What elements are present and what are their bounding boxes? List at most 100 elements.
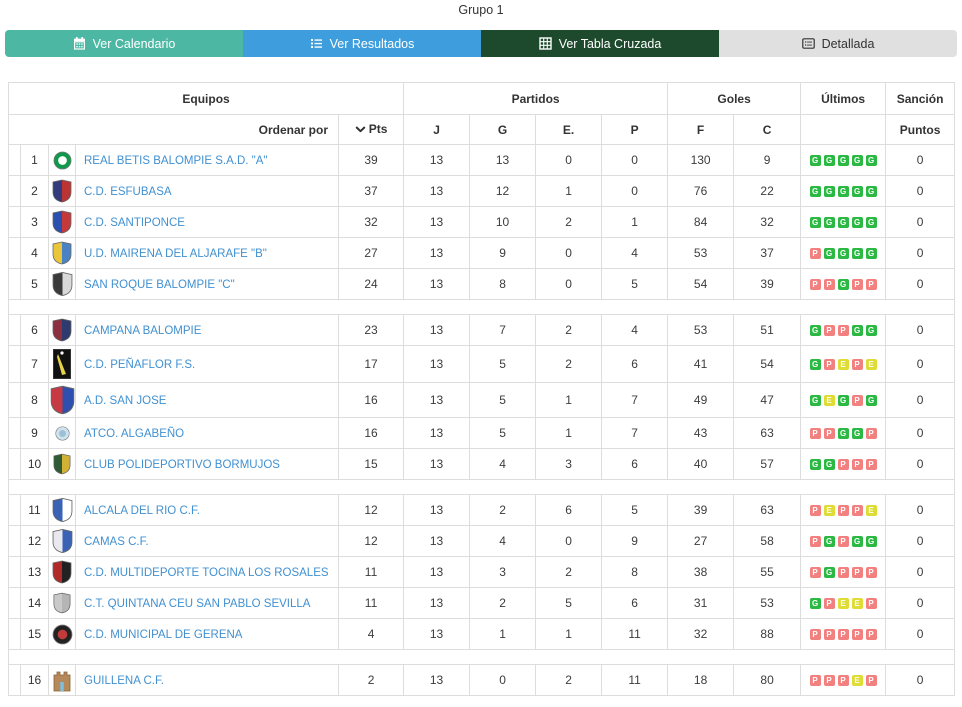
team-cell: GUILLENA C.F.: [75, 664, 339, 696]
team-crest-icon: [48, 144, 76, 176]
team-link[interactable]: ALCALA DEL RIO C.F.: [84, 505, 200, 517]
tab-ver-calendario[interactable]: Ver Calendario: [5, 30, 243, 57]
result-badge: G: [865, 248, 877, 260]
result-badge: P: [865, 567, 877, 579]
result-badge: G: [865, 536, 877, 548]
table-row: 6 CAMPANA BALOMPIE 23 13 7 2 4 53 51 G P P G G 0: [8, 314, 956, 346]
tab-ver-tabla-cruzada[interactable]: Ver Tabla Cruzada: [481, 30, 719, 57]
team-link[interactable]: C.D. MULTIDEPORTE TOCINA LOS ROSALES: [84, 567, 329, 579]
team-link[interactable]: ATCO. ALGABEÑO: [84, 428, 185, 440]
position-cell: 7: [20, 345, 49, 383]
zone-cell: [8, 664, 21, 696]
team-crest-icon: [48, 175, 76, 207]
won-cell: 7: [469, 314, 537, 346]
goals-for-cell: 53: [667, 314, 735, 346]
zone-cell: [8, 494, 21, 526]
header-g[interactable]: G: [469, 114, 537, 145]
header-p[interactable]: P: [601, 114, 669, 145]
team-cell: REAL BETIS BALOMPIE S.A.D. "A": [75, 144, 339, 176]
tab-detallada[interactable]: Detallada: [719, 30, 957, 57]
header-f[interactable]: F: [667, 114, 735, 145]
result-badge: P: [809, 675, 821, 687]
table-row: 15 C.D. MUNICIPAL DE GERENA 4 13 1 1 11 32 88 P P P…: [8, 618, 956, 650]
pts-cell: 11: [337, 587, 405, 619]
result-badge: P: [809, 567, 821, 579]
goals-against-cell: 54: [733, 345, 802, 383]
team-link[interactable]: REAL BETIS BALOMPIE S.A.D. "A": [84, 155, 268, 167]
played-cell: 13: [403, 206, 471, 238]
table-row: 11 ALCALA DEL RIO C.F. 12 13 2 6 5 39 63 P E P P E 0: [8, 494, 956, 526]
team-crest-icon: [48, 417, 76, 449]
team-link[interactable]: A.D. SAN JOSE: [84, 395, 167, 407]
result-badge: P: [837, 629, 849, 641]
sancion-cell: 0: [885, 268, 956, 300]
result-badge: G: [823, 155, 835, 167]
result-badge: P: [823, 325, 835, 337]
result-badge: G: [837, 279, 849, 291]
header-e[interactable]: E.: [535, 114, 603, 145]
drawn-cell: 0: [535, 268, 603, 300]
header-j[interactable]: J: [403, 114, 471, 145]
result-badge: G: [837, 428, 849, 440]
position-cell: 6: [20, 314, 49, 346]
result-badge: P: [823, 629, 835, 641]
team-link[interactable]: C.T. QUINTANA CEU SAN PABLO SEVILLA: [84, 598, 311, 610]
standings-body: 1 REAL BETIS BALOMPIE S.A.D. "A" 39 13 13 0 0 1…: [7, 144, 956, 696]
result-badge: G: [809, 598, 821, 610]
team-link[interactable]: C.D. SANTIPONCE: [84, 217, 185, 229]
position-cell: 11: [20, 494, 49, 526]
team-cell: A.D. SAN JOSE: [75, 382, 339, 418]
tab-label: Ver Tabla Cruzada: [558, 36, 662, 51]
drawn-cell: 6: [535, 494, 603, 526]
team-cell: CLUB POLIDEPORTIVO BORMUJOS: [75, 448, 339, 480]
played-cell: 13: [403, 345, 471, 383]
won-cell: 10: [469, 206, 537, 238]
result-badge: G: [851, 325, 863, 337]
sancion-cell: 0: [885, 494, 956, 526]
result-badge: P: [809, 629, 821, 641]
result-badge: G: [837, 248, 849, 260]
tab-ver-resultados[interactable]: Ver Resultados: [243, 30, 481, 57]
sort-pts-header[interactable]: Pts: [337, 114, 405, 145]
team-cell: C.D. ESFUBASA: [75, 175, 339, 207]
team-cell: SAN ROQUE BALOMPIE "C": [75, 268, 339, 300]
result-badge: G: [809, 459, 821, 471]
zone-cell: [8, 618, 21, 650]
result-badge: G: [837, 395, 849, 407]
team-link[interactable]: CAMAS C.F.: [84, 536, 149, 548]
zone-separator: [7, 299, 956, 315]
table-icon: [538, 37, 552, 50]
won-cell: 13: [469, 144, 537, 176]
team-link[interactable]: GUILLENA C.F.: [84, 675, 164, 687]
team-link[interactable]: C.D. PEÑAFLOR F.S.: [84, 359, 196, 371]
tab-bar: Ver Calendario Ver Resultados Ver Tabla …: [5, 30, 957, 57]
table-row: 10 CLUB POLIDEPORTIVO BORMUJOS 15 13 4 3 6 40 57…: [8, 448, 956, 480]
lost-cell: 6: [601, 448, 669, 480]
goals-for-cell: 130: [667, 144, 735, 176]
header-c[interactable]: C: [733, 114, 802, 145]
table-header: Equipos Partidos Goles Últimos Sanción O…: [7, 82, 956, 145]
team-link[interactable]: CAMPANA BALOMPIE: [84, 325, 202, 337]
team-link[interactable]: U.D. MAIRENA DEL ALJARAFE "B": [84, 248, 267, 260]
lost-cell: 7: [601, 382, 669, 418]
team-link[interactable]: SAN ROQUE BALOMPIE "C": [84, 279, 235, 291]
result-badge: E: [865, 359, 877, 371]
zone-cell: [8, 175, 21, 207]
sancion-cell: 0: [885, 417, 956, 449]
played-cell: 13: [403, 587, 471, 619]
sancion-cell: 0: [885, 618, 956, 650]
result-badge: G: [823, 567, 835, 579]
page-title: Grupo 1: [458, 3, 504, 17]
zone-separator: [7, 479, 956, 495]
zone-separator-cell: [7, 299, 956, 315]
team-link[interactable]: C.D. MUNICIPAL DE GERENA: [84, 629, 243, 641]
team-link[interactable]: CLUB POLIDEPORTIVO BORMUJOS: [84, 459, 280, 471]
drawn-cell: 0: [535, 237, 603, 269]
result-badge: P: [851, 505, 863, 517]
team-link[interactable]: C.D. ESFUBASA: [84, 186, 172, 198]
